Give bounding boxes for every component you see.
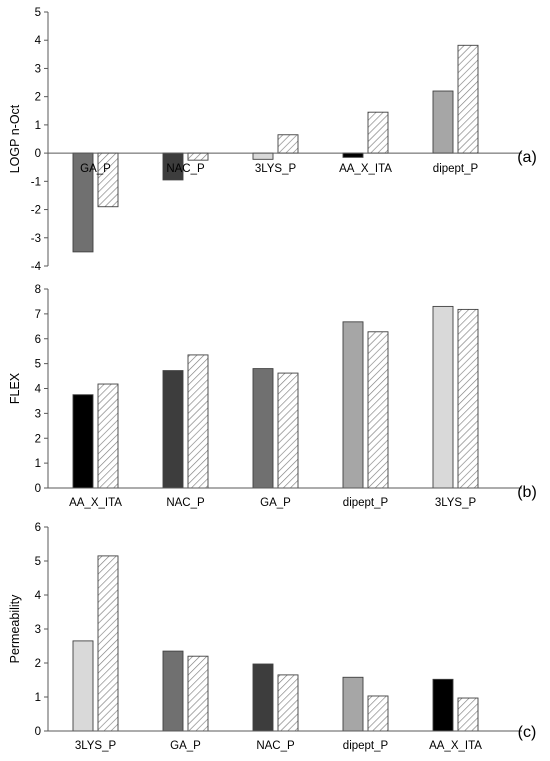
y-tick-label: 0 <box>35 726 41 738</box>
category-label: 3LYS_P <box>435 497 477 509</box>
category-label: dipept_P <box>433 163 479 175</box>
bar-solid-dipept_P <box>342 321 364 489</box>
chart-panel-2: 0 1 2 3 4 5 6 7 8 AA_X_ITA NAC_P GA_P dipept_P 3LYS_P… <box>8 284 537 509</box>
bar-solid-AA_X_ITA <box>72 394 94 489</box>
category-label: AA_X_ITA <box>69 497 122 509</box>
y-tick-label: 5 <box>35 359 41 371</box>
bar-hatched-GA_P <box>97 152 119 208</box>
bar-solid-GA_P <box>252 368 274 489</box>
category-label: 3LYS_P <box>255 163 297 175</box>
y-axis-label: Permeability <box>8 594 22 664</box>
y-tick-label: 5 <box>35 556 41 568</box>
bar-solid-NAC_P <box>162 370 184 489</box>
bar-solid-3LYS_P <box>252 152 274 160</box>
bar-solid-3LYS_P <box>432 305 454 489</box>
bar-hatched-3LYS_P <box>277 134 299 154</box>
bar-hatched-AA_X_ITA <box>367 111 389 154</box>
bar-solid-AA_X_ITA <box>432 678 454 732</box>
y-tick-label: 4 <box>35 384 42 396</box>
category-label: GA_P <box>80 163 111 175</box>
category-label: NAC_P <box>166 497 205 509</box>
bar-hatched-GA_P <box>277 372 299 489</box>
bar-solid-3LYS_P <box>72 640 94 732</box>
y-axis-label: FLEX <box>8 372 22 404</box>
y-tick-label: -4 <box>31 261 42 273</box>
y-tick-label: 2 <box>35 433 41 445</box>
bar-hatched-AA_X_ITA <box>457 697 479 732</box>
category-label: dipept_P <box>343 497 389 509</box>
chart-panel-1: -4 -3 -2 -1 0 1 2 3 4 5 GA_P NAC_P 3LYS_P AA_X_ITA dip… <box>8 7 537 273</box>
y-tick-label: 3 <box>35 624 41 636</box>
bar-hatched-GA_P <box>187 655 209 732</box>
panel-label: (c) <box>518 724 537 741</box>
y-tick-label: 6 <box>35 334 41 346</box>
y-tick-label: 3 <box>35 408 41 420</box>
category-label: NAC_P <box>256 740 295 752</box>
y-tick-label: 4 <box>35 590 42 602</box>
chart-panel-3: 0 1 2 3 4 5 6 3LYS_P GA_P NAC_P dipept_P AA_X_ITA Pe… <box>8 522 536 752</box>
bar-solid-dipept_P <box>342 676 364 732</box>
y-tick-label: -3 <box>31 233 41 245</box>
y-tick-label: 3 <box>35 63 41 75</box>
category-label: AA_X_ITA <box>339 163 392 175</box>
y-tick-label: -1 <box>31 176 41 188</box>
panel-label: (b) <box>517 484 537 501</box>
bar-hatched-NAC_P <box>187 354 209 489</box>
y-tick-label: 8 <box>35 284 41 296</box>
bar-hatched-dipept_P <box>367 331 389 489</box>
bar-hatched-dipept_P <box>367 695 389 732</box>
category-label: dipept_P <box>343 740 389 752</box>
bar-solid-AA_X_ITA <box>342 152 364 158</box>
y-axis-label: LOGP n-Oct <box>8 104 22 173</box>
y-tick-label: 5 <box>35 7 41 19</box>
bar-hatched-NAC_P <box>187 152 209 161</box>
bar-solid-NAC_P <box>252 663 274 732</box>
y-tick-label: 1 <box>35 120 41 132</box>
y-tick-label: 0 <box>35 148 41 160</box>
category-label: 3LYS_P <box>75 740 117 752</box>
bar-hatched-3LYS_P <box>97 555 119 732</box>
y-tick-label: 2 <box>35 658 41 670</box>
bar-hatched-NAC_P <box>277 674 299 732</box>
category-label: AA_X_ITA <box>429 740 482 752</box>
category-label: GA_P <box>170 740 201 752</box>
bar-hatched-AA_X_ITA <box>97 383 119 489</box>
y-tick-label: 1 <box>35 458 41 470</box>
bar-hatched-dipept_P <box>457 44 479 154</box>
y-tick-label: 7 <box>35 309 41 321</box>
bar-solid-GA_P <box>162 650 184 732</box>
y-tick-label: -2 <box>31 205 41 217</box>
category-label: GA_P <box>260 497 291 509</box>
y-tick-label: 6 <box>35 522 41 534</box>
bar-hatched-3LYS_P <box>457 308 479 489</box>
y-tick-label: 0 <box>35 483 41 495</box>
y-tick-label: 1 <box>35 692 41 704</box>
bar-solid-dipept_P <box>432 90 454 154</box>
y-tick-label: 4 <box>35 35 42 47</box>
category-label: NAC_P <box>166 163 205 175</box>
y-tick-label: 2 <box>35 92 41 104</box>
panel-label: (a) <box>517 149 537 166</box>
